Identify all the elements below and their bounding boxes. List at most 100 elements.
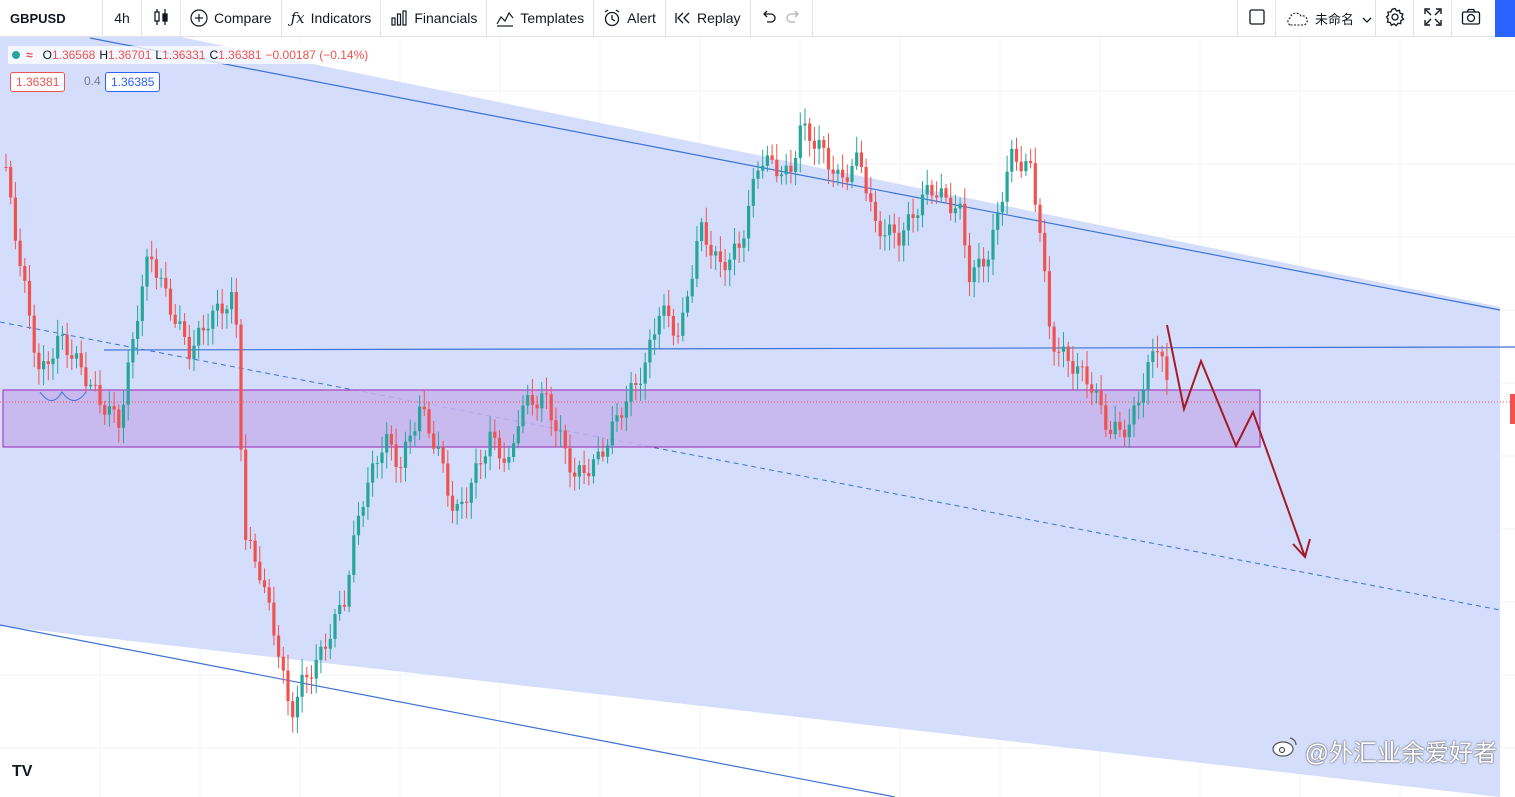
weibo-logo-icon — [1271, 735, 1299, 766]
candle-body — [60, 334, 64, 336]
chart-pane[interactable] — [0, 37, 1515, 797]
snapshot-button[interactable] — [1451, 0, 1489, 37]
candle-body — [634, 383, 638, 385]
candle — [436, 431, 440, 457]
candle — [1151, 338, 1155, 378]
candle — [98, 370, 102, 414]
candle-body — [845, 177, 849, 182]
candle — [1071, 346, 1075, 390]
candle-body — [1137, 402, 1141, 406]
candle — [389, 425, 393, 461]
candle — [996, 201, 1000, 245]
candle-body — [450, 495, 455, 511]
candle-body — [1151, 351, 1155, 363]
candle-body — [42, 361, 46, 370]
candle-body — [798, 125, 802, 158]
candle-body — [164, 277, 168, 289]
candle-body — [70, 355, 74, 359]
candle — [690, 264, 694, 303]
candle-body — [577, 465, 581, 477]
candle — [1029, 148, 1033, 169]
candle-body — [291, 701, 295, 718]
candle-body — [465, 501, 469, 503]
candle — [385, 422, 389, 469]
templates-label: Templates — [520, 10, 585, 26]
candle-body — [685, 296, 690, 313]
candle — [1123, 419, 1127, 447]
fullscreen-square-button[interactable] — [1237, 0, 1275, 37]
candle — [1033, 147, 1037, 213]
candle-body — [277, 635, 281, 657]
sell-price-button[interactable]: 1.36381 — [10, 72, 66, 92]
candle — [469, 478, 473, 519]
watermark-text: @外汇业余爱好者 — [1304, 740, 1497, 767]
candle-body — [902, 230, 906, 246]
redo-icon[interactable] — [785, 10, 801, 27]
candle-body — [258, 561, 262, 581]
candle-body — [653, 334, 657, 340]
templates-button[interactable]: Templates — [487, 0, 595, 37]
chart-type-button[interactable] — [142, 0, 181, 37]
candle — [239, 319, 243, 462]
candle — [183, 312, 187, 345]
fullscreen-button[interactable] — [1413, 0, 1451, 37]
candle-body — [324, 646, 328, 649]
candles-icon — [152, 8, 170, 29]
candle-body — [808, 123, 812, 141]
replay-button[interactable]: Replay — [666, 0, 751, 37]
buy-price-button[interactable]: 1.36385 — [105, 72, 161, 92]
candle-body — [916, 215, 920, 219]
candle-body — [878, 220, 882, 237]
candle-body — [789, 165, 793, 172]
candle-body — [507, 456, 511, 463]
candle-body — [281, 656, 285, 671]
candle — [460, 487, 464, 519]
candle — [620, 407, 624, 430]
candle-body — [455, 504, 459, 511]
alert-button[interactable]: Alert — [594, 0, 666, 37]
candle — [601, 438, 605, 462]
candle — [559, 415, 563, 448]
compare-button[interactable]: Compare — [181, 0, 282, 37]
candle — [756, 161, 760, 189]
candle — [624, 385, 628, 432]
financials-button[interactable]: Financials — [381, 0, 488, 37]
candle-body — [822, 140, 826, 148]
candle — [314, 644, 318, 694]
candle — [1099, 375, 1103, 415]
candle — [338, 590, 342, 621]
price-chart[interactable] — [0, 37, 1515, 797]
candle-body — [295, 696, 299, 718]
undo-icon[interactable] — [761, 10, 777, 27]
candle — [982, 247, 986, 283]
candle — [74, 346, 79, 369]
candle — [657, 307, 661, 349]
candle — [164, 261, 168, 297]
candle — [305, 666, 309, 694]
candle-body — [159, 277, 163, 279]
candle-body — [333, 614, 337, 639]
candle-body — [610, 421, 614, 446]
candle — [817, 125, 821, 165]
candle — [465, 487, 469, 519]
candle-body — [643, 362, 647, 384]
market-status-dot — [12, 51, 20, 59]
candle — [253, 533, 257, 569]
candle — [723, 248, 727, 287]
candle — [667, 289, 671, 328]
candle-body — [436, 447, 440, 449]
candle-body — [1165, 356, 1169, 380]
candle-body — [779, 174, 784, 177]
interval-button[interactable]: 4h — [103, 0, 142, 37]
tradingview-logo[interactable]: TV — [12, 763, 33, 780]
candle-body — [479, 463, 483, 465]
candle — [136, 305, 140, 355]
settings-button[interactable] — [1375, 0, 1413, 37]
candle — [596, 436, 600, 465]
candle — [277, 624, 281, 669]
symbol-search-button[interactable]: GBPUSD — [0, 0, 103, 37]
publish-button-edge[interactable] — [1495, 0, 1515, 37]
indicators-button[interactable]: ƒx Indicators — [282, 0, 382, 37]
layout-name-button[interactable]: 未命名 — [1275, 0, 1375, 37]
candle-body — [178, 321, 182, 324]
